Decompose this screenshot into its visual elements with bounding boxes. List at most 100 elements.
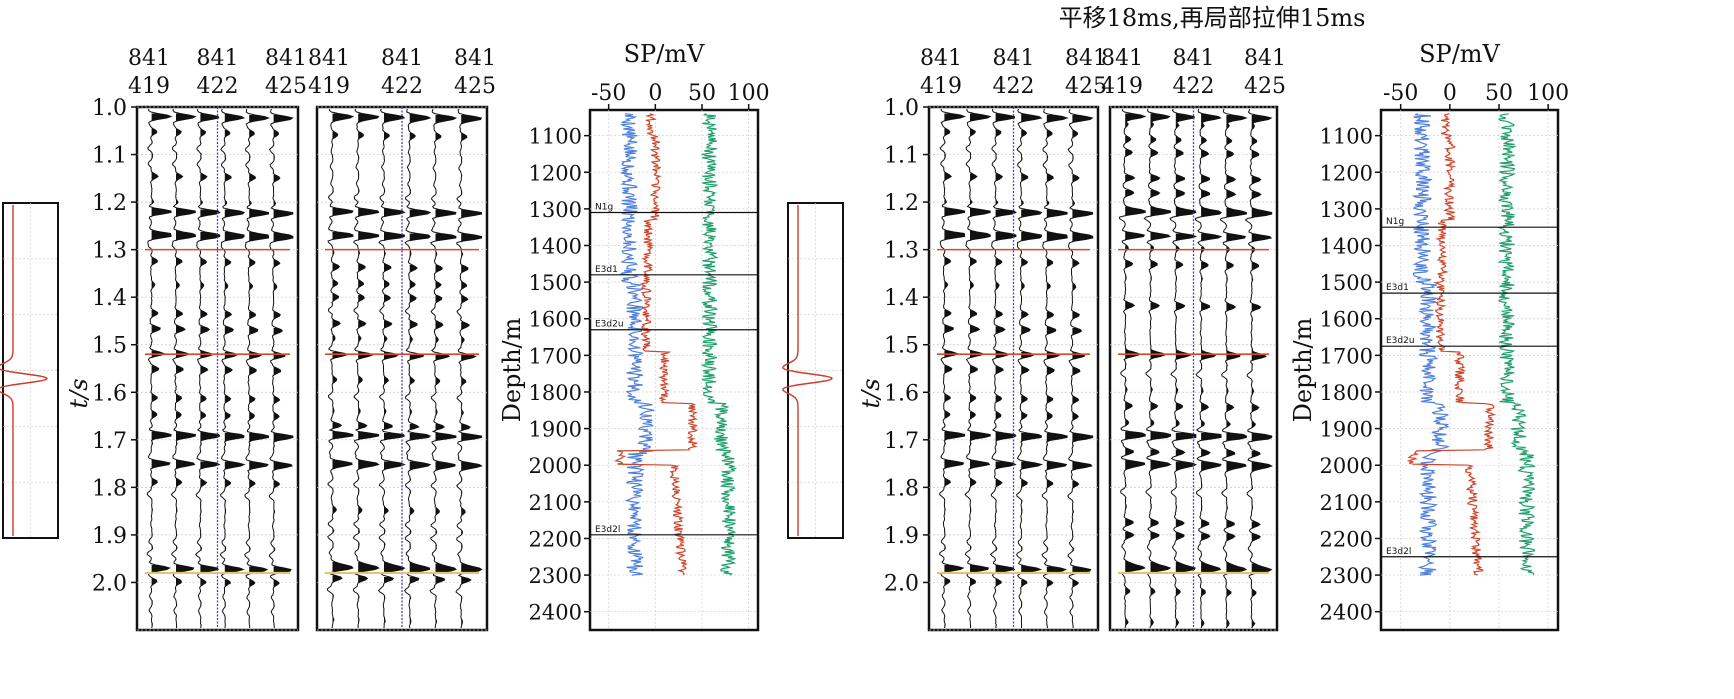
y-axis-label: Depth/m (1289, 317, 1317, 422)
x-tick-label: 0 (1443, 81, 1457, 106)
seismic-trace-2 (1143, 108, 1172, 629)
seismic-trace-3 (989, 108, 1017, 629)
y-tick-label: 1.5 (884, 334, 919, 359)
seismic-trace-5 (429, 108, 458, 629)
x-axis-label: SP/mV (1419, 40, 1500, 68)
seismic-panel-right-1: 841 419 841 422 841 425 1.0 1.1 1.2 1.3 1.4 1.5 1.6 1… (857, 46, 1107, 632)
y-axis-label: t/s (857, 378, 885, 408)
y-tick-label: 1100 (1320, 125, 1373, 149)
trace-label-line: 841 (1244, 46, 1286, 71)
seismic-trace-6 (455, 108, 483, 629)
seismic-trace-fill (1046, 115, 1068, 628)
y-tick-label: 1.4 (884, 286, 919, 311)
x-tick-label: -50 (1383, 81, 1418, 106)
seismic-trace-6 (1244, 108, 1273, 629)
seismic-trace-3 (195, 108, 221, 629)
trace-label-line: 841 (265, 46, 307, 71)
seismic-trace-fill (995, 113, 1016, 628)
log-frame (1379, 108, 1560, 632)
y-tick-label: 1.9 (92, 524, 127, 549)
y-tick-label: 1800 (1320, 381, 1373, 405)
wavelet-panel-left-wavelet (0, 202, 59, 539)
seismic-panel-left-2: 841 419 841 422 841 425 (308, 46, 496, 632)
y-tick-label: 2100 (1320, 491, 1373, 515)
y-tick-label: 1700 (529, 344, 582, 368)
y-tick-label: 2000 (529, 454, 582, 478)
seismic-trace-6 (268, 108, 294, 629)
seismic-trace-4 (1194, 108, 1223, 629)
seismic-trace-4 (219, 108, 246, 629)
trace-label-number: 425 (265, 74, 307, 99)
figure-title: 平移18ms,再局部拉伸15ms (1059, 4, 1366, 32)
y-tick-label: 1.6 (884, 381, 919, 406)
y-tick-label: 2200 (1320, 527, 1373, 551)
trace-label-line: 841 (128, 46, 170, 71)
trace-label-number: 422 (993, 74, 1035, 99)
x-tick-label: 50 (688, 81, 716, 106)
seismic-trace-3 (377, 108, 406, 629)
seismic-trace-4 (1016, 108, 1044, 629)
y-tick-label: 2300 (529, 564, 582, 588)
formation-top-label: E3d2l (1386, 547, 1411, 557)
trace-label-number: 425 (1244, 74, 1286, 99)
seismic-trace-2 (170, 109, 197, 629)
trace-label-line: 841 (308, 46, 350, 71)
y-tick-label: 1.4 (92, 286, 127, 311)
trace-label-number: 419 (308, 74, 350, 99)
log-curve-green (1497, 113, 1536, 576)
y-tick-label: 2400 (529, 601, 582, 625)
x-tick-label: -50 (591, 81, 626, 106)
y-tick-label: 2.0 (884, 571, 919, 596)
trace-label-line: 841 (920, 46, 962, 71)
trace-label-line: 841 (1101, 46, 1143, 71)
y-axis-label: t/s (65, 378, 93, 408)
log-curve-blue (1411, 113, 1450, 576)
seismic-trace-fill (176, 113, 196, 628)
seismic-trace-fill (1021, 113, 1042, 628)
y-tick-label: 1800 (529, 381, 582, 405)
trace-label-line: 841 (993, 46, 1035, 71)
y-tick-label: 1500 (529, 271, 582, 295)
y-tick-label: 1.7 (884, 429, 919, 454)
wavelet-panel-right-wavelet (782, 202, 844, 539)
trace-label-line: 841 (381, 46, 423, 71)
trace-label-number: 422 (197, 74, 239, 99)
seismic-trace-4 (404, 108, 432, 629)
wavelet-curve (0, 205, 48, 536)
y-tick-label: 1600 (529, 308, 582, 332)
y-tick-label: 2.0 (92, 571, 127, 596)
seismic-trace-1 (326, 108, 355, 629)
y-tick-label: 1300 (529, 198, 582, 222)
seismic-trace-5 (1041, 108, 1069, 629)
log-curve-red (614, 113, 699, 576)
y-tick-label: 1600 (1320, 308, 1373, 332)
trace-label-line: 841 (1065, 46, 1107, 71)
y-tick-label: 2100 (529, 491, 582, 515)
formation-top-label: E3d1 (1386, 283, 1409, 293)
y-tick-label: 1.1 (92, 144, 127, 169)
y-tick-label: 1400 (529, 234, 582, 258)
x-tick-label: 100 (728, 81, 770, 106)
seismic-trace-1 (939, 108, 967, 629)
y-tick-label: 1.8 (884, 476, 919, 501)
y-tick-label: 1.8 (92, 476, 127, 501)
y-tick-label: 1500 (1320, 271, 1373, 295)
y-axis-label: Depth/m (498, 317, 526, 422)
log-curve-blue (619, 113, 655, 576)
formation-top-label: E3d1 (595, 265, 618, 275)
seismic-trace-fill (970, 113, 991, 628)
trace-label-line: 841 (454, 46, 496, 71)
trace-label-line: 841 (1173, 46, 1215, 71)
log-curve-green (700, 113, 738, 576)
y-tick-label: 1900 (529, 418, 582, 442)
y-tick-label: 2200 (529, 527, 582, 551)
y-tick-label: 1900 (1320, 418, 1373, 442)
trace-label-number: 422 (381, 74, 423, 99)
seismic-trace-1 (1118, 108, 1147, 629)
y-tick-label: 1.6 (92, 381, 127, 406)
trace-label-number: 419 (920, 74, 962, 99)
seismic-trace-fill (1072, 115, 1093, 628)
log-frame (588, 108, 760, 632)
seismic-trace-3 (1169, 108, 1198, 629)
y-tick-label: 1.1 (884, 144, 919, 169)
